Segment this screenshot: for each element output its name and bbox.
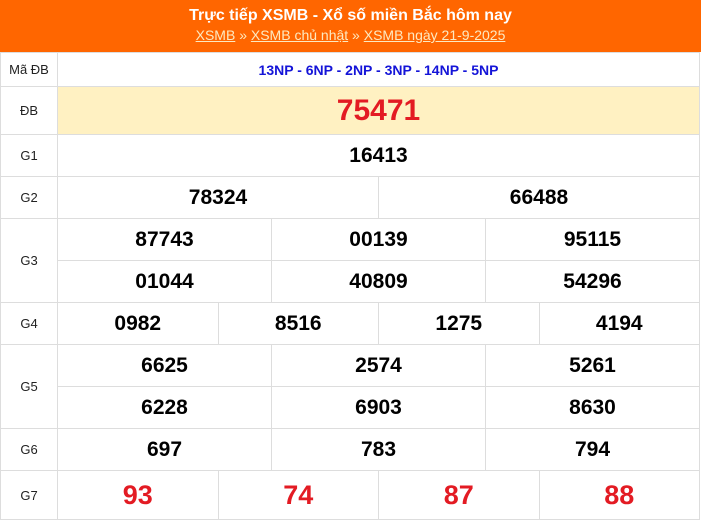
- breadcrumb-separator: »: [352, 27, 360, 43]
- breadcrumb-xsmb[interactable]: XSMB: [195, 27, 236, 43]
- row-g5: G5 6625 2574 5261: [0, 344, 700, 429]
- row-g3-b: 01044 40809 54296: [1, 260, 700, 303]
- breadcrumb-xsmb-sunday[interactable]: XSMB chủ nhật: [250, 27, 349, 43]
- prize-number: 794: [485, 428, 700, 471]
- prize-number: 93: [57, 470, 219, 520]
- prize-number: 0982: [57, 302, 219, 345]
- prize-number: 87743: [57, 218, 272, 261]
- special-prize: 75471: [57, 86, 700, 135]
- row-g3: G3 87743 00139 95115: [0, 218, 700, 303]
- prize-number: 1275: [378, 302, 540, 345]
- prize-number: 16413: [57, 134, 700, 177]
- prize-number: 6903: [271, 386, 486, 429]
- row-label: G7: [0, 470, 58, 520]
- prize-number: 783: [271, 428, 486, 471]
- breadcrumb-xsmb-date[interactable]: XSMB ngày 21-9-2025: [363, 27, 506, 43]
- row-g1: G1 16413: [0, 134, 700, 177]
- row-g4: G4 0982 8516 1275 4194: [0, 302, 700, 345]
- prize-number: 6625: [57, 344, 272, 387]
- prize-number: 4194: [538, 302, 700, 345]
- prize-number: 6228: [57, 386, 272, 429]
- page-title: Trực tiếp XSMB - Xổ số miền Bắc hôm nay: [189, 7, 512, 24]
- prize-number: 01044: [57, 260, 272, 303]
- breadcrumb-separator: »: [239, 27, 247, 43]
- row-ma-db: Mã ĐB 13NP - 6NP - 2NP - 3NP - 14NP - 5N…: [0, 52, 700, 87]
- row-g7: G7 93 74 87 88: [0, 470, 700, 520]
- row-label: G4: [0, 302, 58, 345]
- breadcrumb: XSMB » XSMB chủ nhật » XSMB ngày 21-9-20…: [0, 26, 701, 44]
- row-g5-b: 6228 6903 8630: [1, 386, 700, 429]
- prize-number: 5261: [485, 344, 700, 387]
- prize-number: 697: [57, 428, 272, 471]
- prize-number: 2574: [271, 344, 486, 387]
- prize-number: 78324: [57, 176, 379, 219]
- row-label: G1: [0, 134, 58, 177]
- results-table: Mã ĐB 13NP - 6NP - 2NP - 3NP - 14NP - 5N…: [0, 52, 700, 520]
- row-label: G2: [0, 176, 58, 219]
- row-label: ĐB: [0, 86, 58, 135]
- row-label: G6: [0, 428, 58, 471]
- prize-number: 00139: [271, 218, 486, 261]
- row-g6: G6 697 783 794: [0, 428, 700, 471]
- row-db: ĐB 75471: [0, 86, 700, 135]
- prize-number: 74: [217, 470, 379, 520]
- special-code: 13NP - 6NP - 2NP - 3NP - 14NP - 5NP: [57, 52, 700, 87]
- page-header: Trực tiếp XSMB - Xổ số miền Bắc hôm nay …: [0, 0, 701, 52]
- prize-number: 54296: [485, 260, 700, 303]
- prize-number: 8630: [485, 386, 700, 429]
- row-label: G3: [0, 218, 58, 303]
- row-label: Mã ĐB: [0, 52, 58, 87]
- prize-number: 87: [378, 470, 540, 520]
- prize-number: 88: [538, 470, 700, 520]
- row-label: G5: [0, 344, 58, 429]
- row-g2: G2 78324 66488: [0, 176, 700, 219]
- prize-number: 95115: [485, 218, 700, 261]
- prize-number: 66488: [378, 176, 700, 219]
- prize-number: 40809: [271, 260, 486, 303]
- prize-number: 8516: [217, 302, 379, 345]
